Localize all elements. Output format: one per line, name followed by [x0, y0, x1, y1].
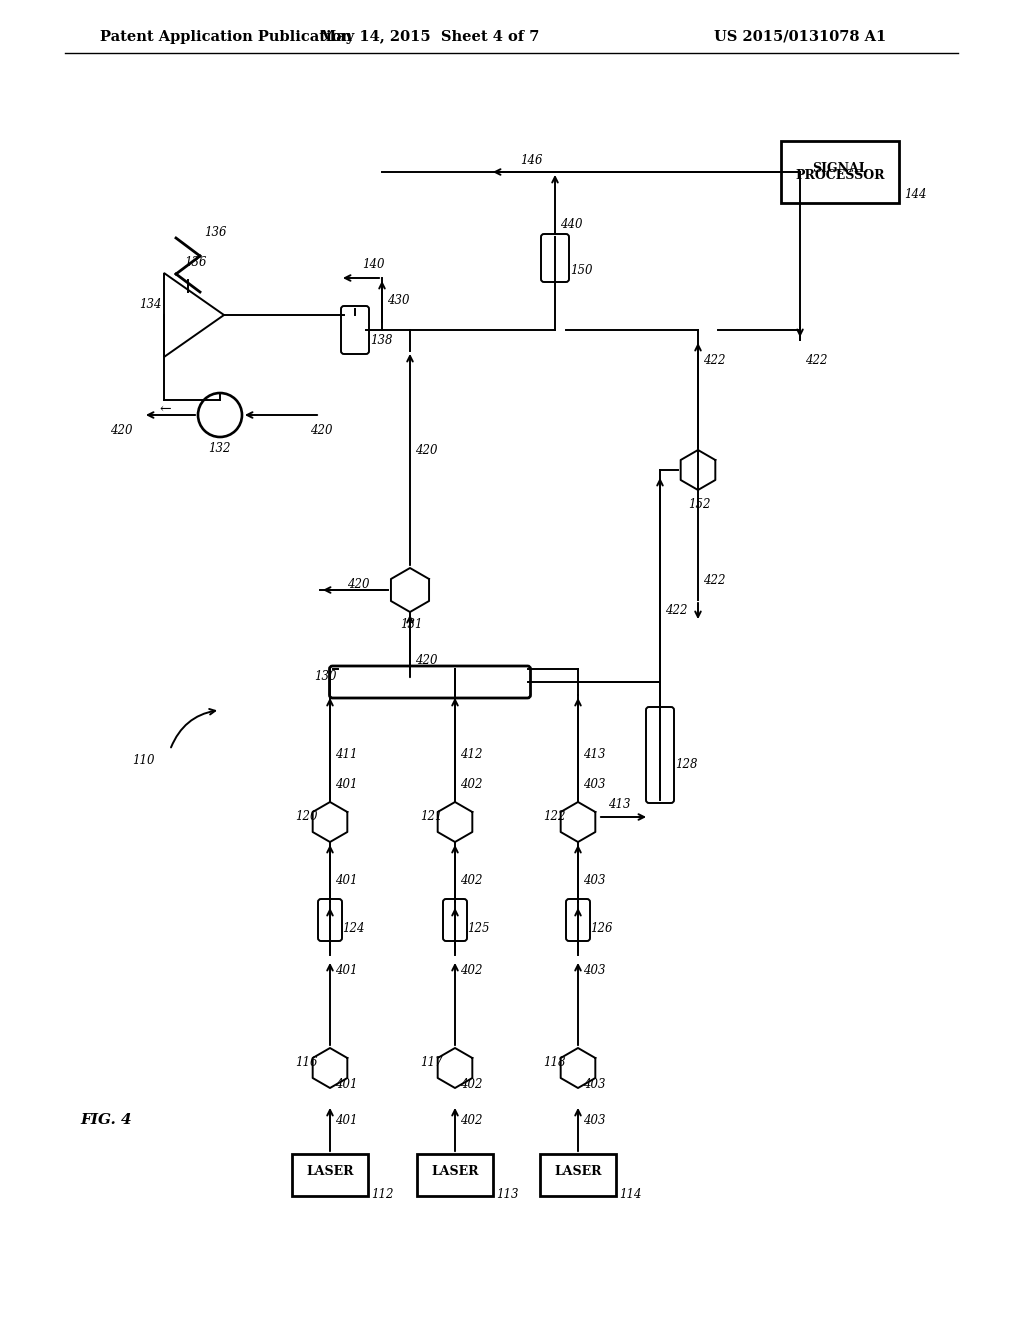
Text: 138: 138 [370, 334, 392, 346]
Text: 121: 121 [420, 810, 442, 824]
Text: Patent Application Publication: Patent Application Publication [100, 30, 352, 44]
Text: 420: 420 [415, 653, 437, 667]
Text: 144: 144 [904, 187, 927, 201]
Text: 411: 411 [335, 748, 357, 762]
Text: 420: 420 [415, 444, 437, 457]
Bar [292, 1154, 368, 1196]
FancyBboxPatch shape [443, 899, 467, 941]
Text: 134: 134 [139, 298, 162, 312]
Text: 150: 150 [570, 264, 593, 276]
FancyBboxPatch shape [318, 899, 342, 941]
Text: 110: 110 [132, 754, 155, 767]
FancyBboxPatch shape [341, 306, 369, 354]
Text: 401: 401 [335, 874, 357, 887]
Text: PROCESSOR: PROCESSOR [796, 169, 885, 182]
Text: US 2015/0131078 A1: US 2015/0131078 A1 [714, 30, 886, 44]
Text: 420: 420 [347, 578, 370, 591]
FancyBboxPatch shape [541, 234, 569, 282]
Text: May 14, 2015  Sheet 4 of 7: May 14, 2015 Sheet 4 of 7 [321, 30, 540, 44]
Text: 402: 402 [460, 1114, 482, 1126]
Text: 420: 420 [111, 425, 133, 437]
Text: 422: 422 [703, 573, 725, 586]
Text: 413: 413 [608, 797, 631, 810]
Text: 124: 124 [342, 921, 365, 935]
Text: 130: 130 [314, 671, 337, 684]
Bar [781, 141, 899, 203]
Text: 413: 413 [583, 748, 605, 762]
Text: 125: 125 [467, 921, 489, 935]
Text: 402: 402 [460, 964, 482, 977]
Text: SIGNAL: SIGNAL [812, 162, 867, 176]
Text: LASER: LASER [306, 1166, 353, 1177]
Text: 403: 403 [583, 779, 605, 792]
FancyBboxPatch shape [646, 708, 674, 803]
Text: 440: 440 [560, 219, 583, 231]
FancyBboxPatch shape [566, 899, 590, 941]
Bar [417, 1154, 493, 1196]
Text: 401: 401 [335, 779, 357, 792]
Text: 117: 117 [420, 1056, 442, 1069]
Text: 146: 146 [520, 153, 543, 166]
Text: 118: 118 [543, 1056, 565, 1069]
FancyBboxPatch shape [330, 667, 530, 698]
Text: 131: 131 [400, 619, 423, 631]
Text: 412: 412 [460, 748, 482, 762]
Text: LASER: LASER [554, 1166, 602, 1177]
Text: 401: 401 [335, 1077, 357, 1090]
Text: 430: 430 [387, 293, 410, 306]
Text: 112: 112 [371, 1188, 393, 1201]
Text: 402: 402 [460, 874, 482, 887]
Text: 420: 420 [310, 425, 333, 437]
Text: LASER: LASER [431, 1166, 479, 1177]
Text: 152: 152 [688, 499, 711, 511]
Bar [540, 1154, 616, 1196]
Text: 116: 116 [295, 1056, 317, 1069]
Text: 122: 122 [543, 810, 565, 824]
Text: 402: 402 [460, 1077, 482, 1090]
Text: 403: 403 [583, 1077, 605, 1090]
Text: 136: 136 [204, 227, 226, 239]
Text: 136: 136 [184, 256, 207, 269]
Text: ←: ← [159, 403, 171, 416]
Text: 403: 403 [583, 964, 605, 977]
Text: 403: 403 [583, 1114, 605, 1126]
Text: 402: 402 [460, 779, 482, 792]
Text: FIG. 4: FIG. 4 [80, 1113, 132, 1127]
Text: 120: 120 [295, 810, 317, 824]
Text: 422: 422 [703, 354, 725, 367]
Text: 401: 401 [335, 964, 357, 977]
Text: 140: 140 [362, 259, 384, 272]
Text: 126: 126 [590, 921, 612, 935]
Text: 422: 422 [805, 354, 827, 367]
Text: 403: 403 [583, 874, 605, 887]
Text: 128: 128 [675, 759, 697, 771]
Text: 422: 422 [665, 603, 687, 616]
Text: 132: 132 [208, 442, 230, 455]
Text: 114: 114 [618, 1188, 641, 1201]
Text: 113: 113 [496, 1188, 518, 1201]
Text: 401: 401 [335, 1114, 357, 1126]
